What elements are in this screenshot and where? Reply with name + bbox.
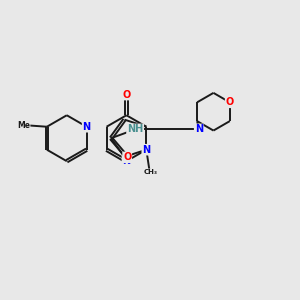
Text: N: N bbox=[122, 156, 130, 166]
Text: O: O bbox=[122, 90, 130, 100]
Text: N: N bbox=[82, 122, 91, 132]
Text: Me: Me bbox=[17, 121, 30, 130]
Text: N: N bbox=[142, 145, 150, 155]
Text: O: O bbox=[226, 97, 234, 107]
Text: O: O bbox=[123, 152, 131, 162]
Text: NH: NH bbox=[127, 124, 143, 134]
Text: CH₃: CH₃ bbox=[144, 169, 158, 175]
Text: N: N bbox=[195, 124, 203, 134]
